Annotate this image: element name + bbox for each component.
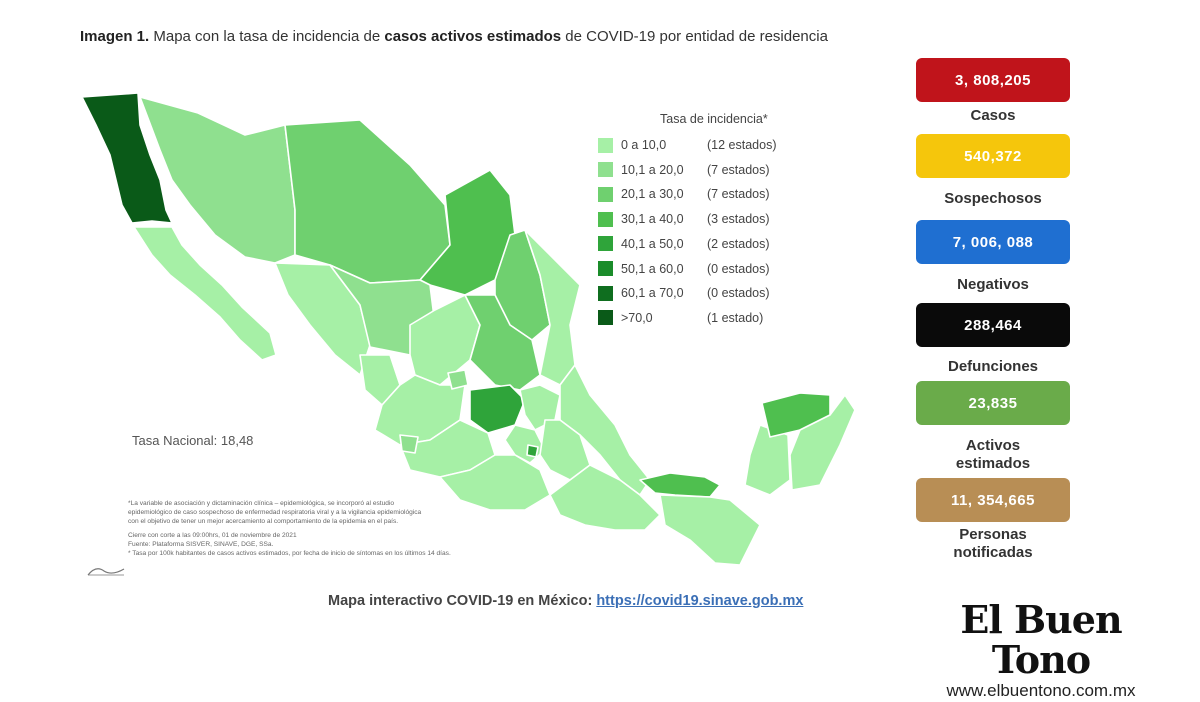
state-baja-california[interactable]: [81, 92, 173, 224]
stat-label: Activos estimados: [955, 437, 1031, 472]
legend-swatch: [598, 162, 613, 178]
state-colima[interactable]: [399, 434, 419, 454]
state-san-luis-potosi[interactable]: [464, 294, 541, 391]
legend-count: (1 estado): [707, 310, 764, 325]
state-quintana-roo[interactable]: [789, 394, 856, 491]
brand-logo: El Buen Tono www.elbuentono.com.mx: [910, 600, 1172, 702]
title-part2: de COVID-19 por entidad de residencia: [561, 28, 828, 45]
legend-range: 60,1 a 70,0: [621, 286, 684, 301]
stat-label: Casos: [970, 107, 1016, 124]
state-jalisco[interactable]: [374, 374, 466, 446]
legend-count: (7 estados): [707, 187, 770, 202]
legend-count: (12 estados): [707, 138, 777, 152]
stat-value-box: 288,464: [916, 303, 1070, 347]
legend-swatch: [598, 285, 613, 301]
footnotes: *La variable de asociación y dictaminaci…: [128, 500, 548, 559]
footer-link-line: Mapa interactivo COVID-19 en México: htt…: [328, 593, 803, 609]
legend-swatch: [598, 310, 613, 326]
state-campeche[interactable]: [744, 424, 791, 496]
note-line-1: *La variable de asociación y dictaminaci…: [128, 500, 395, 507]
legend-item: 10,1 a 20,0 (7 estados): [598, 161, 770, 179]
footer-label: Mapa interactivo COVID-19 en México:: [328, 593, 597, 609]
state-coahuila[interactable]: [419, 169, 516, 296]
map-interactive-link[interactable]: https://covid19.sinave.gob.mx: [596, 593, 804, 609]
state-chiapas[interactable]: [659, 494, 761, 566]
legend-range: 50,1 a 60,0: [621, 261, 684, 276]
stat-label: Negativos: [957, 276, 1029, 293]
legend-item: 60,1 a 70,0 (0 estados): [598, 284, 770, 302]
legend-swatch: [598, 236, 613, 252]
title-prefix: Imagen 1.: [80, 28, 150, 45]
title-bold: casos activos estimados: [384, 28, 562, 45]
stat-value-box: 3, 808,205: [916, 58, 1070, 102]
note-line-2: epidemiológico de caso sospechoso de enf…: [128, 508, 422, 516]
legend-item: 20,1 a 30,0 (7 estados): [598, 185, 770, 203]
legend-swatch: [598, 261, 613, 276]
legend-item: >70,0 (1 estado): [598, 309, 763, 327]
stat-label: Sospechosos: [944, 190, 1042, 207]
state-oaxaca[interactable]: [549, 464, 661, 531]
legend-range: 30,1 a 40,0: [621, 212, 684, 227]
legend-item: 40,1 a 50,0 (2 estados): [598, 235, 770, 253]
note-line-5: Fuente: Plataforma SISVER, SINAVE, DGE, …: [128, 541, 274, 549]
legend-item: 30,1 a 40,0 (3 estados): [598, 210, 770, 228]
state-guerrero[interactable]: [439, 454, 551, 511]
legend-count: (0 estados): [707, 286, 770, 301]
legend-swatch: [598, 137, 613, 153]
mexico-map-svg: [81, 92, 856, 566]
legend-count: (3 estados): [707, 212, 770, 227]
state-tabasco[interactable]: [639, 472, 721, 498]
page-title: Imagen 1. Mapa con la tasa de incidencia…: [80, 28, 828, 45]
legend-swatch: [598, 186, 613, 202]
state-cdmx[interactable]: [526, 444, 539, 458]
brand-name: El Buen Tono: [960, 597, 1122, 682]
sinave-logo-icon: [87, 568, 125, 576]
legend-item: 0 a 10,0 (12 estados): [598, 136, 776, 154]
stat-value-box: 540,372: [916, 134, 1070, 178]
stat-label: Defunciones: [947, 358, 1038, 375]
legend-range: 10,1 a 20,0: [621, 162, 684, 177]
state-chihuahua[interactable]: [284, 119, 451, 284]
legend-range: 40,1 a 50,0: [621, 236, 684, 251]
tasa-nacional: Tasa Nacional: 18,48: [132, 433, 254, 448]
note-line-6: * Tasa por 100k habitantes de casos acti…: [128, 549, 451, 557]
legend-count: (2 estados): [707, 236, 770, 251]
legend-title: Tasa de incidencia*: [660, 112, 768, 126]
legend-range: 0 a 10,0: [621, 138, 667, 152]
state-baja-california-sur[interactable]: [133, 226, 277, 361]
legend-range: 20,1 a 30,0: [621, 187, 684, 202]
note-line-4: Cierre con corte a las 09:00hrs, 01 de n…: [128, 532, 297, 540]
mexico-map: [70, 85, 890, 585]
brand-url[interactable]: www.elbuentono.com.mx: [946, 681, 1136, 700]
stat-value-box: 23,835: [916, 381, 1070, 425]
stat-value-box: 11, 354,665: [916, 478, 1070, 522]
stat-label: Personas notificadas: [953, 526, 1033, 561]
legend-item: 50,1 a 60,0 (0 estados): [598, 260, 770, 278]
note-line-3: con el objetivo de tener un mejor acerca…: [128, 517, 399, 525]
legend-count: (0 estados): [707, 261, 770, 276]
legend-swatch: [598, 211, 613, 227]
legend-range: >70,0: [621, 310, 653, 325]
state-aguascalientes[interactable]: [447, 369, 469, 390]
legend-count: (7 estados): [707, 162, 770, 177]
stat-value-box: 7, 006, 088: [916, 220, 1070, 264]
title-part1: Mapa con la tasa de incidencia de: [149, 28, 385, 45]
